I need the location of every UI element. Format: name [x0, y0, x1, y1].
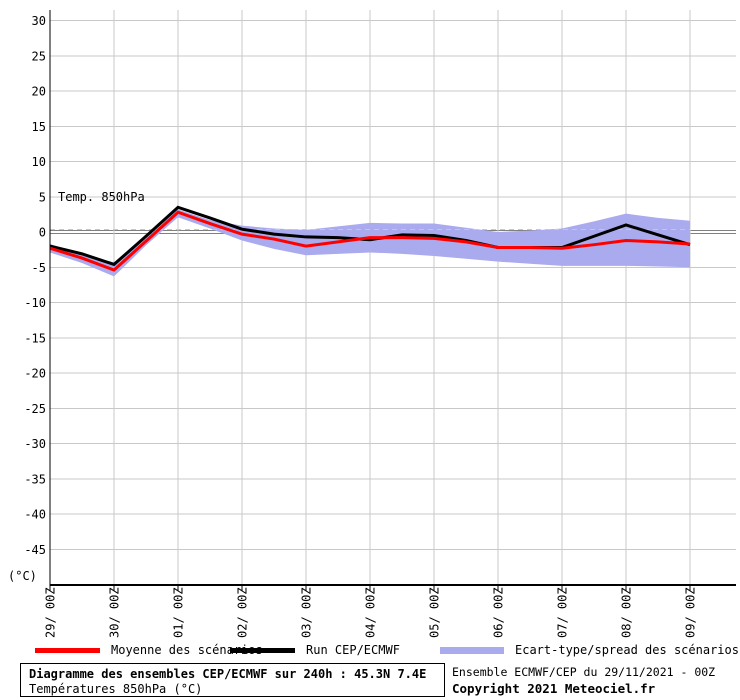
x-tick-label-5: 04/ 00Z	[364, 587, 378, 638]
chart-title-box: Diagramme des ensembles CEP/ECMWF sur 24…	[20, 663, 445, 697]
y-tick-label--40: -40	[24, 508, 46, 522]
inplot-label: Temp. 850hPa	[58, 190, 145, 204]
run-info: Ensemble ECMWF/CEP du 29/11/2021 - 00Z	[452, 665, 716, 679]
spread-band-swatch	[440, 646, 504, 654]
y-tick-label-5: 5	[39, 190, 46, 204]
y-tick-label-0: 0	[39, 226, 46, 240]
y-tick-label-25: 25	[32, 49, 46, 63]
chart-subtitle: Températures 850hPa (°C)	[29, 682, 203, 696]
copyright: Copyright 2021 Meteociel.fr	[452, 681, 656, 696]
y-tick-label-30: 30	[32, 14, 46, 28]
y-tick-label--10: -10	[24, 296, 46, 310]
spread-band	[50, 209, 690, 277]
y-unit-label: (°C)	[8, 569, 37, 583]
legend-item-run: Run CEP/ECMWF	[230, 641, 400, 659]
x-tick-label-1: 30/ 00Z	[108, 587, 122, 638]
legend: Moyenne des scénarios Run CEP/ECMWF Ecar…	[0, 641, 740, 659]
y-tick-label--20: -20	[24, 367, 46, 381]
x-tick-label-4: 03/ 00Z	[300, 587, 314, 638]
y-tick-label-10: 10	[32, 155, 46, 169]
x-tick-label-8: 07/ 00Z	[556, 587, 570, 638]
y-tick-label-20: 20	[32, 85, 46, 99]
y-tick-label--15: -15	[24, 331, 46, 345]
x-tick-label-7: 06/ 00Z	[492, 587, 506, 638]
legend-item-spread: Ecart-type/spread des scénarios	[440, 641, 739, 659]
legend-label-mean: Moyenne des scénarios	[111, 643, 263, 657]
legend-label-run: Run CEP/ECMWF	[306, 643, 400, 657]
x-tick-label-10: 09/ 00Z	[684, 587, 698, 638]
ensemble-chart: 29/ 00Z 30/ 00Z 01/ 00Z 02/ 00Z 03/ 00Z 04/ 0…	[8, 10, 736, 638]
mean-line	[49, 210, 691, 272]
legend-label-spread: Ecart-type/spread des scénarios	[515, 643, 739, 657]
y-tick-label--5: -5	[32, 261, 46, 275]
y-tick-label-15: 15	[32, 120, 46, 134]
mean-line-swatch	[35, 647, 100, 653]
y-tick-label--30: -30	[24, 437, 46, 451]
x-tick-label-9: 08/ 00Z	[620, 587, 634, 638]
run-line	[49, 205, 691, 267]
x-tick-label-3: 02/ 00Z	[236, 587, 250, 638]
run-info-block: Ensemble ECMWF/CEP du 29/11/2021 - 00Z C…	[452, 665, 740, 697]
x-tick-label-6: 05/ 00Z	[428, 587, 442, 638]
y-tick-label--35: -35	[24, 472, 46, 486]
y-tick-label--45: -45	[24, 543, 46, 557]
y-tick-label--25: -25	[24, 402, 46, 416]
legend-item-mean: Moyenne des scénarios	[35, 641, 263, 659]
run-line-swatch	[230, 647, 295, 653]
x-tick-label-2: 01/ 00Z	[172, 587, 186, 638]
x-tick-label-0: 29/ 00Z	[44, 587, 58, 638]
chart-title: Diagramme des ensembles CEP/ECMWF sur 24…	[29, 667, 427, 681]
